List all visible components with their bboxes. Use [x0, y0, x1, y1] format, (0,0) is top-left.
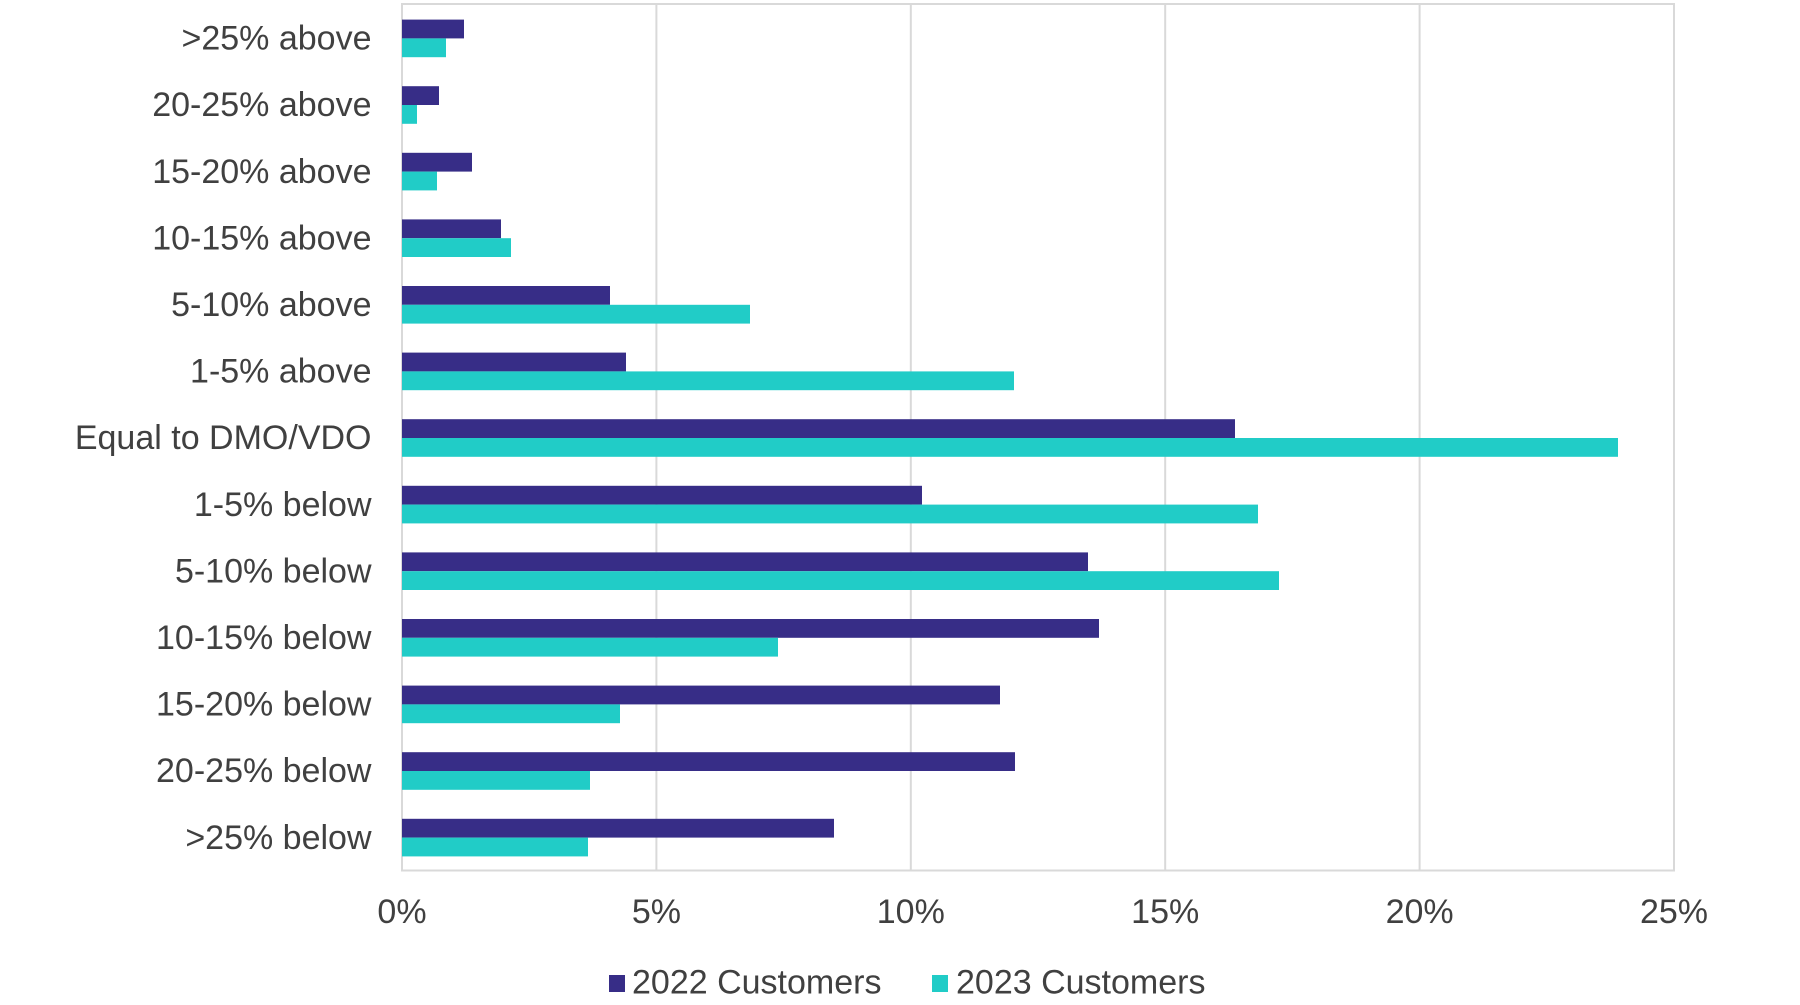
svg-text:2023 Customers: 2023 Customers — [956, 964, 1205, 1001]
svg-text:20-25% above: 20-25% above — [152, 86, 371, 124]
svg-text:10-15% above: 10-15% above — [152, 219, 371, 257]
svg-text:>25% above: >25% above — [182, 20, 372, 58]
svg-text:20%: 20% — [1386, 893, 1454, 931]
svg-text:20-25% below: 20-25% below — [156, 752, 372, 790]
svg-text:25%: 25% — [1640, 893, 1708, 931]
svg-text:5%: 5% — [632, 893, 681, 931]
svg-text:2022 Customers: 2022 Customers — [632, 964, 881, 1001]
svg-text:1-5% below: 1-5% below — [194, 486, 372, 524]
svg-text:0%: 0% — [377, 893, 426, 931]
svg-text:1-5% above: 1-5% above — [190, 353, 371, 391]
svg-text:5-10% above: 5-10% above — [171, 286, 371, 324]
svg-text:10-15% below: 10-15% below — [156, 619, 372, 657]
svg-text:Equal to DMO/VDO: Equal to DMO/VDO — [75, 419, 372, 457]
svg-text:>25% below: >25% below — [185, 819, 372, 857]
svg-text:10%: 10% — [877, 893, 945, 931]
svg-text:15-20% above: 15-20% above — [152, 153, 371, 191]
svg-text:5-10% below: 5-10% below — [175, 552, 372, 590]
svg-text:15-20% below: 15-20% below — [156, 686, 372, 724]
svg-text:15%: 15% — [1131, 893, 1199, 931]
